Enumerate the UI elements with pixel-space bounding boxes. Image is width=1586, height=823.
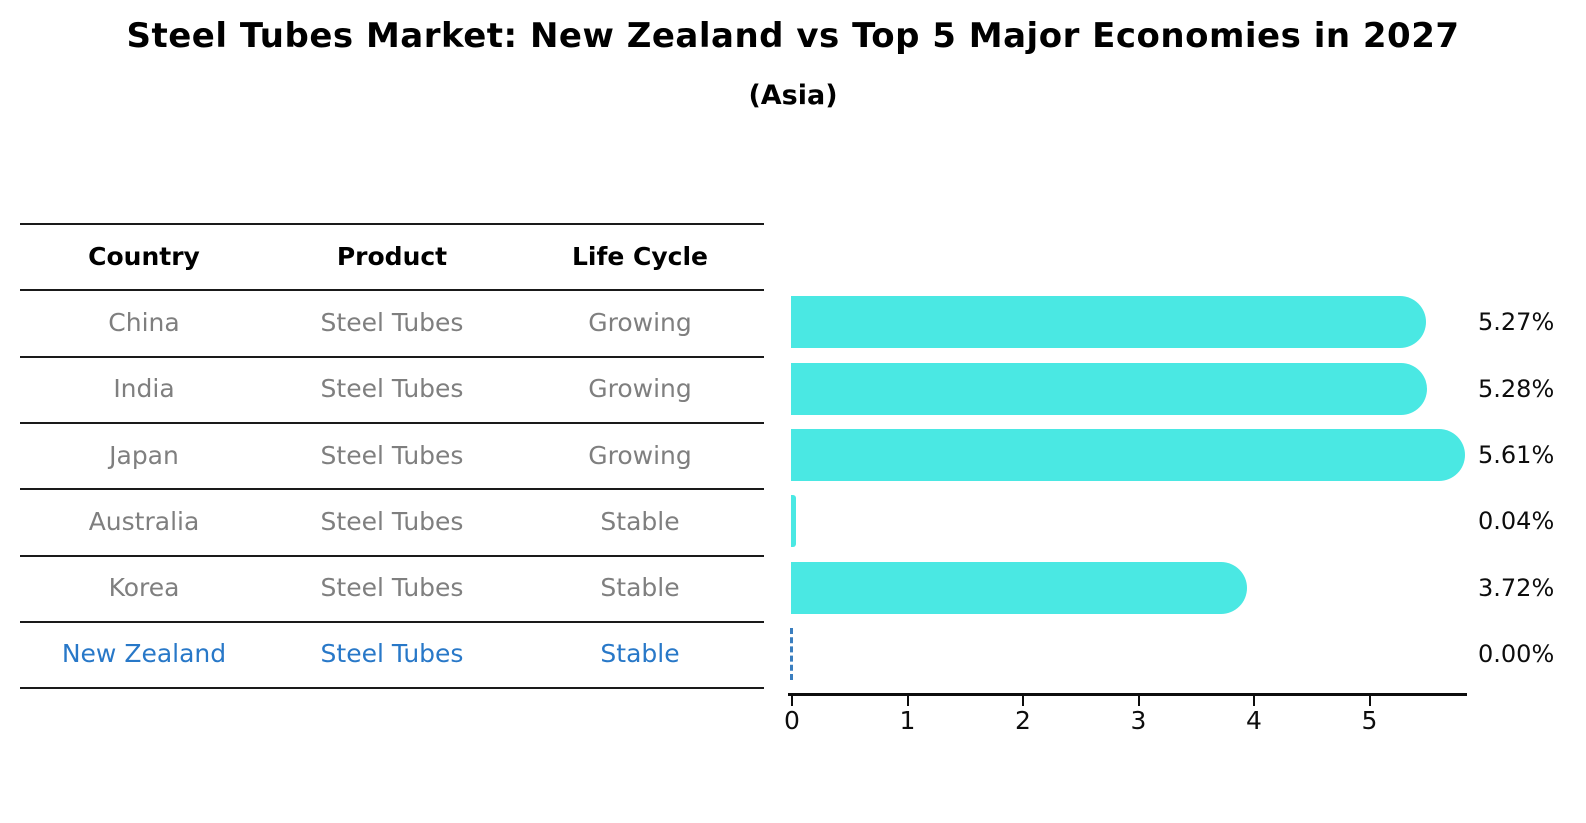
table-row-india: India Steel Tubes Growing (20, 356, 764, 422)
x-axis-tick (1253, 696, 1255, 706)
table-row-new-zealand: New Zealand Steel Tubes Stable (20, 621, 764, 687)
chart-subtitle: (Asia) (748, 80, 838, 111)
x-axis-tick (906, 696, 909, 706)
x-axis-tick-label: 1 (899, 706, 916, 735)
table-rule (20, 223, 764, 225)
x-axis-tick-label: 0 (784, 706, 800, 735)
x-axis-line (788, 693, 1467, 696)
product-cell: Steel Tubes (320, 440, 464, 470)
product-cell: Steel Tubes (320, 374, 464, 404)
x-axis-tick (1022, 696, 1024, 706)
table-rule (20, 355, 764, 358)
x-axis-tick-label: 5 (1361, 706, 1378, 735)
product-cell: Steel Tubes (320, 307, 464, 337)
product-cell: Steel Tubes (320, 506, 464, 536)
table-row-china: China Steel Tubes Growing (20, 289, 764, 355)
value-label-korea: 3.72% (1478, 573, 1555, 602)
country-cell: New Zealand (61, 639, 227, 669)
x-axis-tick-label: 3 (1130, 706, 1147, 735)
bar-japan (791, 429, 1465, 482)
x-axis-tick-label: 2 (1015, 706, 1031, 735)
table-rule (20, 289, 764, 292)
x-axis-tick (1137, 696, 1140, 706)
table-rule (20, 488, 764, 491)
lifecycle-cell: Growing (588, 440, 692, 470)
value-label-japan: 5.61% (1478, 441, 1555, 470)
country-cell: Korea (108, 573, 180, 603)
table-header-row: Country Product Life Cycle (20, 223, 764, 289)
table-row-japan: Japan Steel Tubes Growing (20, 422, 764, 488)
highlight-zero-marker (790, 627, 793, 680)
table-rule (20, 421, 764, 424)
lifecycle-cell: Growing (588, 374, 692, 404)
column-header-lifecycle: Life Cycle (571, 241, 709, 271)
country-cell: China (108, 307, 180, 337)
chart-title: Steel Tubes Market: New Zealand vs Top 5… (126, 16, 1460, 56)
bar-india (791, 362, 1427, 415)
table-rule (20, 687, 764, 690)
country-cell: Australia (88, 506, 200, 536)
bar-china (791, 296, 1426, 349)
bar-australia (791, 495, 796, 548)
value-label-new-zealand: 0.00% (1478, 639, 1555, 668)
lifecycle-cell: Stable (600, 573, 680, 603)
table-rule (20, 554, 764, 557)
value-label-china: 5.27% (1478, 308, 1555, 337)
column-header-country: Country (88, 241, 200, 271)
x-axis-tick-label: 4 (1246, 706, 1262, 735)
country-cell: India (113, 374, 175, 404)
lifecycle-cell: Stable (600, 639, 680, 669)
table-row-korea: Korea Steel Tubes Stable (20, 555, 764, 621)
lifecycle-cell: Stable (600, 506, 680, 536)
table-rule (20, 620, 764, 623)
product-cell: Steel Tubes (320, 573, 464, 603)
lifecycle-cell: Growing (588, 307, 692, 337)
value-label-australia: 0.04% (1478, 507, 1555, 536)
product-cell: Steel Tubes (320, 639, 464, 669)
table-row-australia: Australia Steel Tubes Stable (20, 488, 764, 554)
value-label-india: 5.28% (1478, 374, 1555, 403)
x-axis-tick (791, 696, 793, 706)
country-cell: Japan (109, 440, 179, 470)
column-header-product: Product (336, 241, 448, 271)
bar-korea (791, 561, 1247, 614)
x-axis-tick (1368, 696, 1371, 706)
